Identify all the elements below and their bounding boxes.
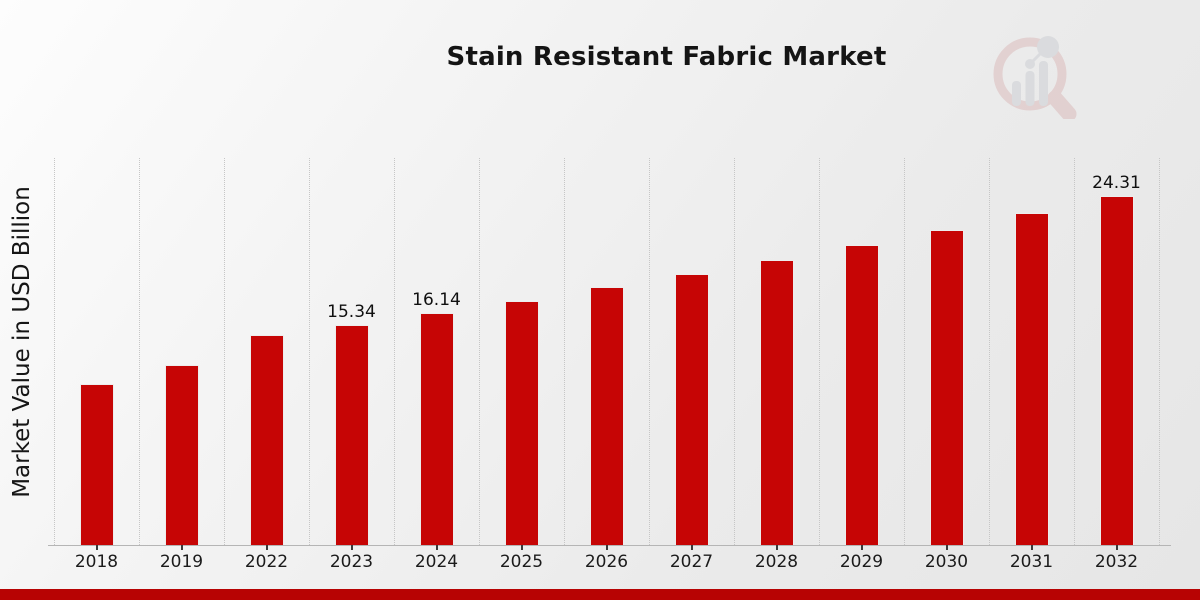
gridline <box>649 158 650 545</box>
axis-tick <box>265 545 268 550</box>
x-tick-label-2018: 2018 <box>74 552 119 572</box>
bar-2028 <box>759 260 794 545</box>
gridline <box>989 158 990 545</box>
gridline <box>224 158 225 545</box>
x-tick-label-2027: 2027 <box>669 552 714 572</box>
x-tick-label-2023: 2023 <box>329 552 374 572</box>
bar-chart-plot-area: 2018 2019 2022 2023 15.34 2024 16.14 2025 2026 20… <box>48 158 1171 572</box>
bar-2023 <box>334 324 369 545</box>
bar-value-label: 15.34 <box>327 301 376 322</box>
x-tick-label-2028: 2028 <box>754 552 799 572</box>
y-axis-label: Market Value in USD Billion <box>9 186 35 498</box>
bar-2024 <box>419 313 454 545</box>
axis-tick <box>435 545 438 550</box>
bar-2022 <box>249 335 284 545</box>
x-tick-label-2026: 2026 <box>584 552 629 572</box>
axis-tick <box>945 545 948 550</box>
bar-value-label: 16.14 <box>412 290 461 311</box>
x-tick-label-2022: 2022 <box>244 552 289 572</box>
page-title: Stain Resistant Fabric Market <box>446 42 887 72</box>
bar-2031 <box>1014 213 1049 545</box>
axis-tick <box>180 545 183 550</box>
gridline <box>139 158 140 545</box>
bar-2025 <box>504 300 539 545</box>
gridline <box>394 158 395 545</box>
axis-tick <box>860 545 863 550</box>
gridline <box>819 158 820 545</box>
gridline <box>1074 158 1075 545</box>
axis-tick <box>350 545 353 550</box>
bar-value-label: 24.31 <box>1092 172 1141 193</box>
axis-tick <box>605 545 608 550</box>
gridline <box>309 158 310 545</box>
axis-tick <box>95 545 98 550</box>
axis-tick <box>1115 545 1118 550</box>
bottom-accent-strip <box>0 589 1200 600</box>
bar-2019 <box>164 365 199 545</box>
bar-2026 <box>589 287 624 545</box>
bar-2018 <box>79 384 114 545</box>
x-tick-label-2031: 2031 <box>1009 552 1054 572</box>
bar-2032 <box>1099 195 1134 545</box>
axis-tick <box>1030 545 1033 550</box>
x-tick-label-2024: 2024 <box>414 552 459 572</box>
gridline <box>564 158 565 545</box>
magnifier-bar-chart-icon <box>993 36 1077 119</box>
axis-tick <box>775 545 778 550</box>
x-tick-label-2029: 2029 <box>839 552 884 572</box>
gridline <box>54 158 55 545</box>
bar-2029 <box>844 244 879 545</box>
gridline <box>479 158 480 545</box>
x-tick-label-2025: 2025 <box>499 552 544 572</box>
x-axis-baseline <box>48 545 1171 546</box>
bar-2030 <box>929 229 964 545</box>
x-tick-label-2019: 2019 <box>159 552 204 572</box>
x-tick-label-2030: 2030 <box>924 552 969 572</box>
axis-tick <box>520 545 523 550</box>
bar-2027 <box>674 274 709 545</box>
gridline <box>1159 158 1160 545</box>
gridline <box>904 158 905 545</box>
gridline <box>734 158 735 545</box>
x-tick-label-2032: 2032 <box>1094 552 1139 572</box>
axis-tick <box>690 545 693 550</box>
